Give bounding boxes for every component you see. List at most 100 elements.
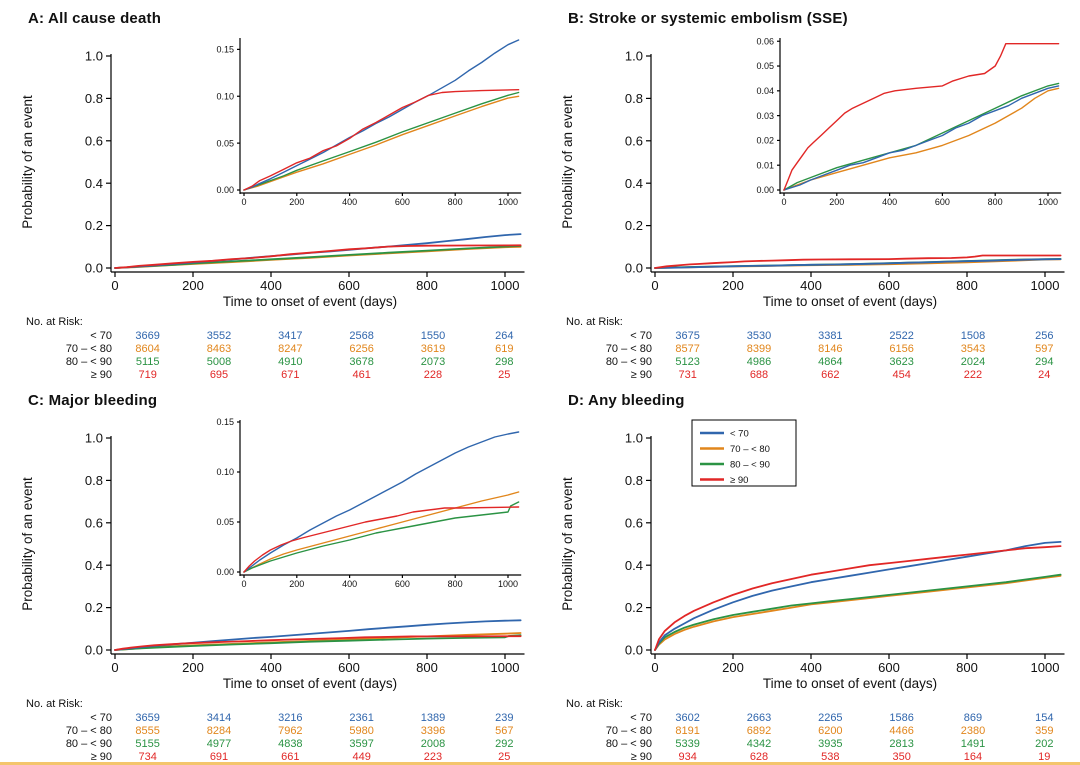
main-y-tick-label: 0.6 bbox=[625, 133, 643, 148]
risk-row-label: 70 – < 80 bbox=[65, 343, 112, 355]
risk-row: 80 – < 90 5339 4342 3935 2813 1491 202 bbox=[540, 738, 1080, 751]
inset-x-tick-label: 200 bbox=[289, 579, 304, 589]
panel-b-title: B: Stroke or systemic embolism (SSE) bbox=[568, 10, 848, 27]
risk-count: 869 bbox=[963, 712, 983, 724]
inset-x-tick-label: 0 bbox=[241, 579, 246, 589]
risk-count: 8146 bbox=[818, 343, 843, 355]
panel-d: D: Any bleeding 0.0 0.2 0.4 0.6 0.8 1.0 0 200 40… bbox=[540, 382, 1080, 765]
inset-axes: 0.00 0.05 0.10 0.15 0 200 400 600 800 1000 bbox=[216, 417, 522, 589]
risk-row: < 70 3675 3530 3381 2522 1508 256 bbox=[540, 330, 1080, 343]
risk-count: 2024 bbox=[960, 356, 986, 368]
risk-row-label: < 70 bbox=[90, 330, 112, 342]
legend-label: ≥ 90 bbox=[730, 475, 748, 486]
risk-table-label: No. at Risk: bbox=[566, 316, 623, 328]
inset-x-tick-label: 600 bbox=[395, 197, 410, 207]
inset-curve bbox=[783, 43, 1060, 191]
inset-y-tick-label: 0.04 bbox=[756, 86, 774, 96]
risk-count: 5008 bbox=[206, 356, 232, 368]
main-curve bbox=[654, 258, 1062, 269]
inset-y-tick-label: 0.02 bbox=[756, 136, 774, 146]
inset-curve bbox=[783, 85, 1060, 191]
risk-row-label: 80 – < 90 bbox=[65, 356, 112, 368]
panel-d-title: D: Any bleeding bbox=[568, 392, 685, 409]
risk-count: 8604 bbox=[135, 343, 160, 355]
inset-series bbox=[783, 43, 1060, 191]
risk-count: 5339 bbox=[675, 738, 700, 750]
inset-y-tick-label: 0.15 bbox=[216, 417, 234, 427]
panel-c-plot: 0.0 0.2 0.4 0.6 0.8 1.0 0 200 400 600 800 1000 Time … bbox=[20, 417, 525, 691]
panel-c-risk-table: No. at Risk: < 70 3659 3414 3216 2361 1389 239 7… bbox=[0, 696, 540, 764]
risk-row-label: < 70 bbox=[90, 712, 112, 724]
risk-count: 4977 bbox=[206, 738, 232, 750]
risk-count: 292 bbox=[495, 738, 514, 750]
main-y-tick-label: 0.8 bbox=[85, 91, 103, 106]
risk-count: 8577 bbox=[675, 343, 700, 355]
risk-count: 1508 bbox=[960, 330, 986, 342]
panel-b-plot: 0.0 0.2 0.4 0.6 0.8 1.0 0 200 400 600 800 1000 Time … bbox=[560, 36, 1065, 309]
inset-x-tick-label: 0 bbox=[241, 197, 246, 207]
risk-row: < 70 3602 2663 2265 1586 869 154 bbox=[540, 712, 1080, 725]
inset-y-tick-label: 0.03 bbox=[756, 111, 774, 121]
main-x-tick-label: 600 bbox=[878, 660, 900, 675]
risk-count: 3381 bbox=[818, 330, 843, 342]
legend-label: < 70 bbox=[730, 429, 749, 440]
risk-count: 264 bbox=[495, 330, 514, 342]
risk-row-label: < 70 bbox=[630, 712, 652, 724]
main-x-tick-label: 400 bbox=[260, 660, 282, 675]
main-curve bbox=[654, 254, 1062, 269]
risk-count: 2813 bbox=[889, 738, 914, 750]
risk-count: 1389 bbox=[420, 712, 446, 724]
risk-count: 3597 bbox=[349, 738, 374, 750]
x-axis-label: Time to onset of event (days) bbox=[223, 676, 397, 691]
panel-a-plot: 0.0 0.2 0.4 0.6 0.8 1.0 0 200 400 600 800 1000 Time … bbox=[20, 38, 525, 309]
main-x-tick-label: 1000 bbox=[1031, 278, 1060, 293]
risk-row-label: 70 – < 80 bbox=[605, 725, 652, 737]
risk-count: 3216 bbox=[278, 712, 303, 724]
risk-count: 3619 bbox=[420, 343, 446, 355]
inset-y-tick-label: 0.06 bbox=[756, 36, 774, 46]
inset-x-tick-label: 400 bbox=[882, 197, 897, 207]
inset-x-tick-label: 1000 bbox=[498, 197, 518, 207]
risk-count: 461 bbox=[352, 369, 371, 381]
y-axis-label: Probability of an event bbox=[560, 477, 575, 611]
risk-count: 3543 bbox=[960, 343, 986, 355]
risk-count: 454 bbox=[892, 369, 911, 381]
main-x-tick-label: 1000 bbox=[491, 278, 520, 293]
risk-count: 2361 bbox=[349, 712, 374, 724]
inset-curve bbox=[243, 431, 520, 573]
risk-row: ≥ 90 719 695 671 461 228 25 bbox=[0, 369, 540, 382]
risk-count: 934 bbox=[678, 751, 697, 763]
main-y-tick-label: 0.6 bbox=[625, 515, 643, 530]
main-curve bbox=[114, 634, 522, 651]
risk-row-label: 70 – < 80 bbox=[605, 343, 652, 355]
inset-y-tick-label: 0.01 bbox=[756, 160, 774, 170]
risk-count: 228 bbox=[423, 369, 443, 381]
inset-y-tick-label: 0.10 bbox=[216, 467, 234, 477]
risk-count: 691 bbox=[209, 751, 229, 763]
risk-row-label: ≥ 90 bbox=[630, 751, 652, 763]
risk-count: 567 bbox=[495, 725, 514, 737]
x-axis-label: Time to onset of event (days) bbox=[223, 294, 397, 309]
main-y-tick-label: 0.0 bbox=[85, 643, 103, 658]
risk-count: 2073 bbox=[420, 356, 446, 368]
risk-count: 8555 bbox=[135, 725, 160, 737]
main-x-tick-label: 1000 bbox=[491, 660, 520, 675]
inset-x-tick-label: 200 bbox=[289, 197, 304, 207]
risk-count: 3396 bbox=[420, 725, 446, 737]
risk-count: 662 bbox=[821, 369, 840, 381]
main-y-tick-label: 0.0 bbox=[625, 261, 643, 276]
risk-count: 695 bbox=[209, 369, 229, 381]
inset-x-tick-label: 1000 bbox=[1038, 197, 1058, 207]
main-y-tick-label: 0.8 bbox=[625, 91, 643, 106]
main-curve bbox=[654, 545, 1062, 651]
risk-count: 3935 bbox=[818, 738, 843, 750]
risk-count: 3602 bbox=[675, 712, 700, 724]
risk-row: 80 – < 90 5155 4977 4838 3597 2008 292 bbox=[0, 738, 540, 751]
risk-count: 7962 bbox=[278, 725, 303, 737]
main-x-tick-label: 800 bbox=[416, 278, 438, 293]
main-x-tick-label: 200 bbox=[722, 660, 744, 675]
x-axis-label: Time to onset of event (days) bbox=[763, 676, 937, 691]
risk-count: 222 bbox=[963, 369, 983, 381]
risk-count: 294 bbox=[1035, 356, 1054, 368]
